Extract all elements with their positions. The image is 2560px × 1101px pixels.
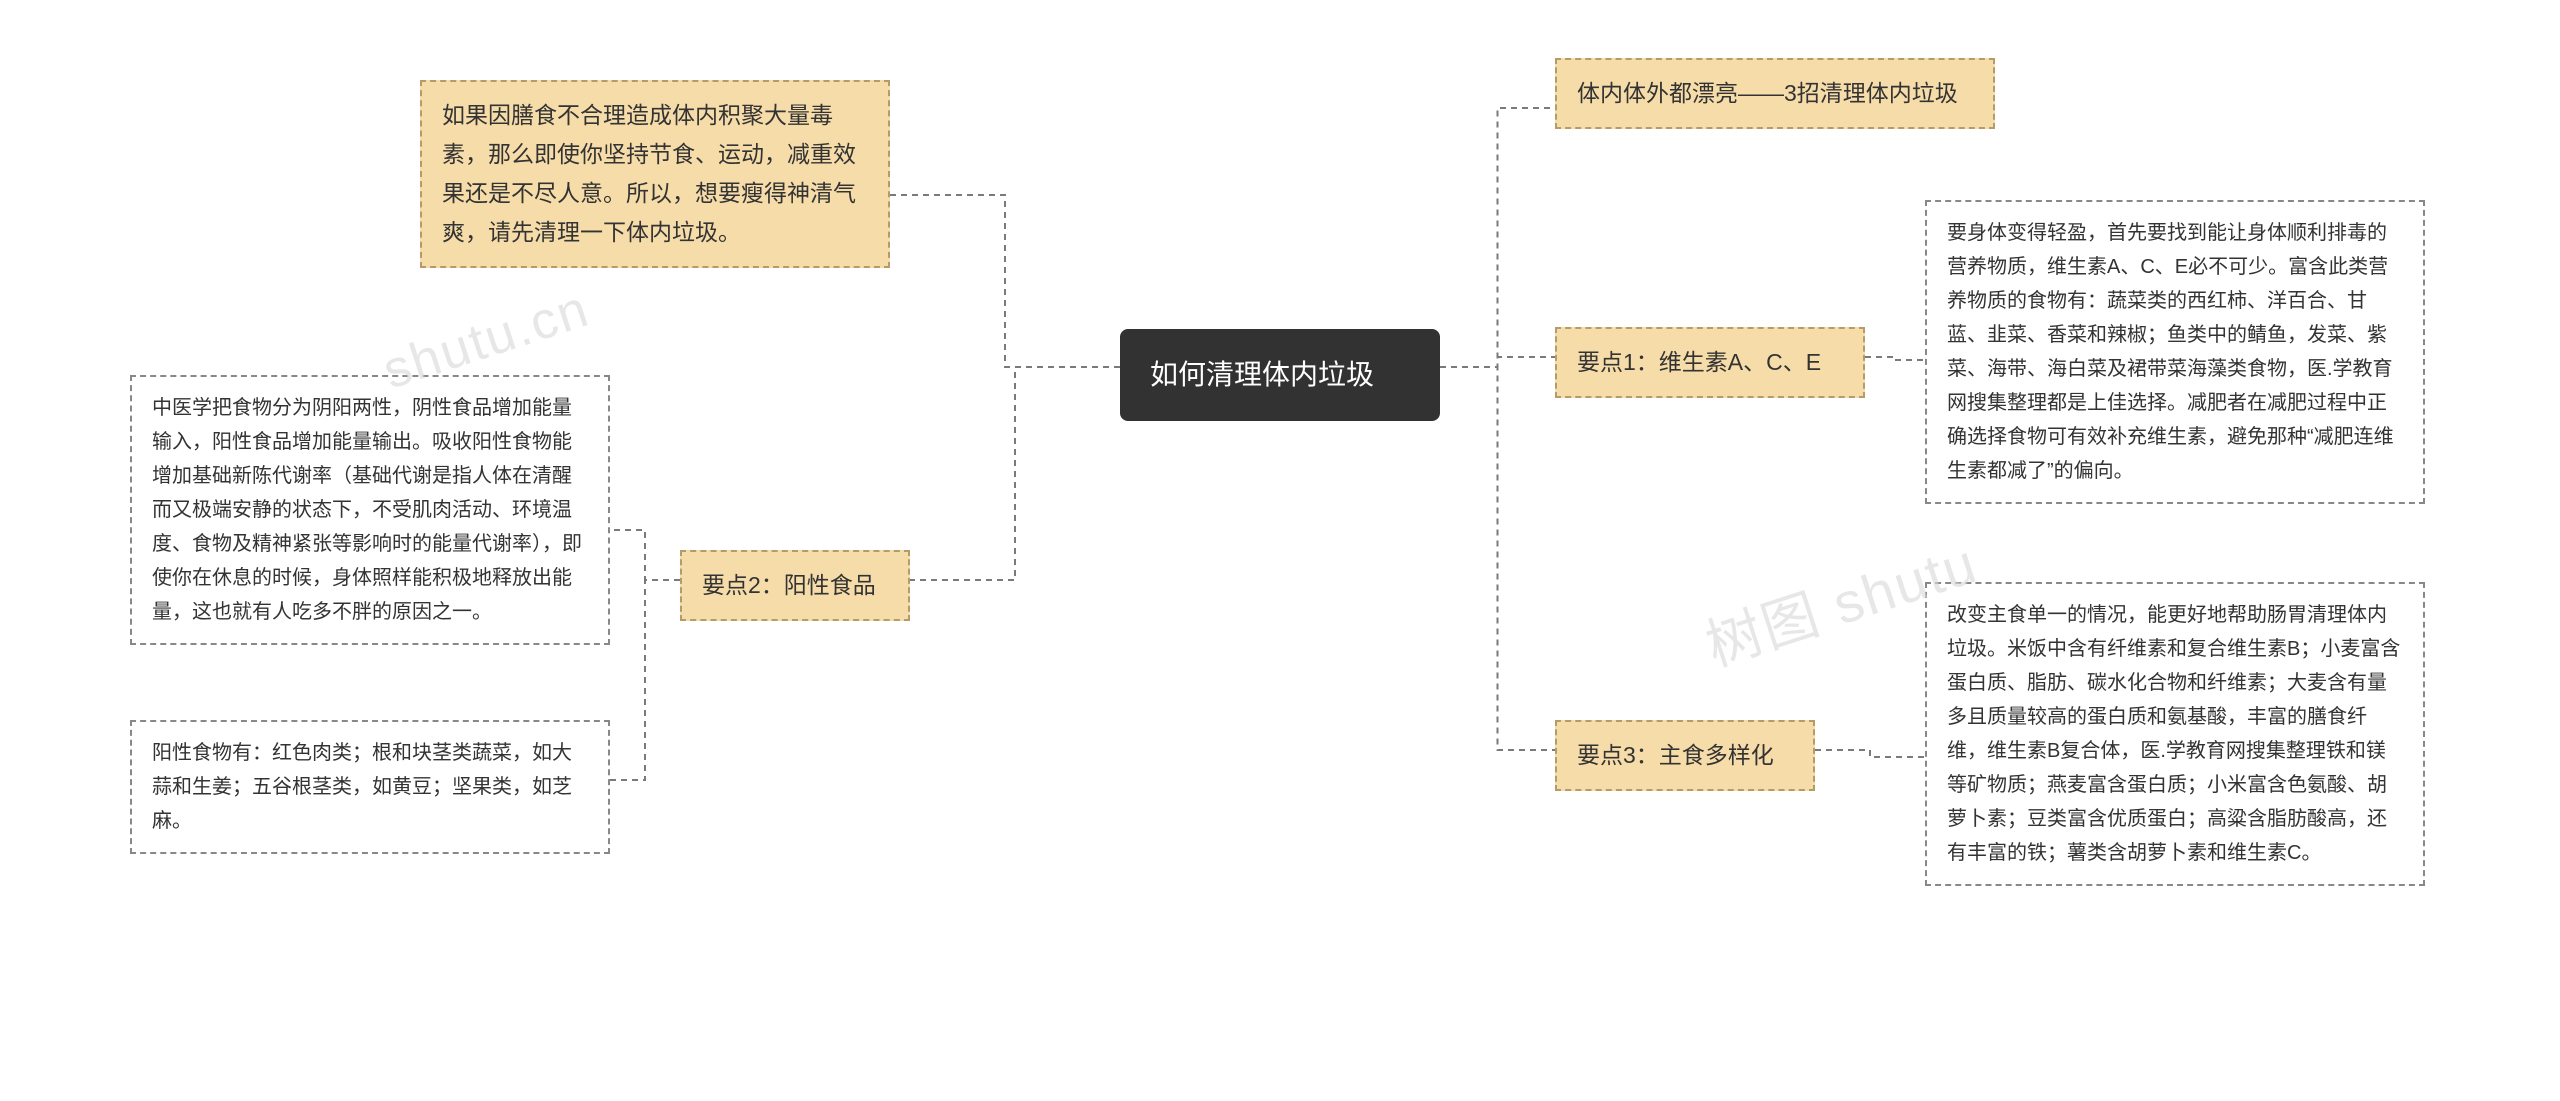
node-p3[interactable]: 要点3：主食多样化 — [1555, 720, 1815, 791]
node-p1[interactable]: 要点1：维生素A、C、E — [1555, 327, 1865, 398]
edge-p1-p1d — [1865, 357, 1925, 360]
edge-root-subtitle — [1440, 108, 1555, 367]
edge-p2-p2d1 — [610, 530, 680, 580]
edge-root-p2 — [910, 367, 1120, 580]
edge-root-p3 — [1440, 367, 1555, 750]
node-p2[interactable]: 要点2：阳性食品 — [680, 550, 910, 621]
node-p2d2[interactable]: 阳性食物有：红色肉类；根和块茎类蔬菜，如大蒜和生姜；五谷根茎类，如黄豆；坚果类，… — [130, 720, 610, 854]
node-p3d[interactable]: 改变主食单一的情况，能更好地帮助肠胃清理体内垃圾。米饭中含有纤维素和复合维生素B… — [1925, 582, 2425, 886]
edge-p2-p2d2 — [610, 580, 680, 780]
node-p1d[interactable]: 要身体变得轻盈，首先要找到能让身体顺利排毒的营养物质，维生素A、C、E必不可少。… — [1925, 200, 2425, 504]
node-subtitle[interactable]: 体内体外都漂亮——3招清理体内垃圾 — [1555, 58, 1995, 129]
edge-root-intro — [890, 195, 1120, 367]
node-intro[interactable]: 如果因膳食不合理造成体内积聚大量毒素，那么即使你坚持节食、运动，减重效果还是不尽… — [420, 80, 890, 268]
edge-root-p1 — [1440, 357, 1555, 367]
node-p2d1[interactable]: 中医学把食物分为阴阳两性，阴性食品增加能量输入，阳性食品增加能量输出。吸收阳性食… — [130, 375, 610, 645]
edge-p3-p3d — [1815, 750, 1925, 757]
root-node[interactable]: 如何清理体内垃圾 — [1120, 329, 1440, 421]
